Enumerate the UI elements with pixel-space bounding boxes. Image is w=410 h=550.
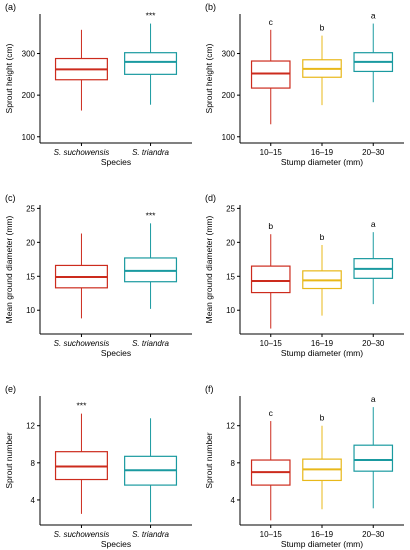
x-axis-title: Stump diameter (mm) [281,539,363,549]
y-axis-title: Mean ground diameter (mm) [4,215,14,323]
x-axis-title: Stump diameter (mm) [281,348,363,358]
significance-label: a [371,219,376,229]
y-tick-label: 8 [31,459,36,468]
y-tick-label: 12 [226,422,235,431]
panel-a: (a) 100 200 300 Sprout height (cm) SpeciesS. … [4,2,192,167]
x-tick-label: 10–15 [260,148,283,157]
y-tick-label: 12 [26,422,35,431]
significance-label: b [320,413,325,423]
box-3: 20–30 a [353,394,394,539]
x-axis-title: Species [101,348,131,358]
box-1: 10–15 c [250,17,291,157]
panel-tag: (d) [205,193,216,203]
x-tick-label: S. suchowensis [54,530,110,539]
y-tick-label: 15 [26,272,35,281]
box-2: S. triandra *** [124,210,178,348]
x-axis-title: Species [101,157,131,167]
x-tick-label: S. suchowensis [54,339,110,348]
box-3: 20–30 a [353,11,394,157]
iqr-box [124,52,178,75]
significance-label: c [269,408,274,418]
significance-label: a [371,11,376,21]
y-axis-title: Sprout number [204,432,214,488]
x-tick-label: 16–19 [311,148,334,157]
box-1: S. suchowensis *** [54,401,110,539]
box-3: 20–30 a [353,219,394,348]
significance-label: *** [146,210,157,220]
y-tick-label: 100 [22,133,36,142]
significance-label: b [268,221,273,231]
panel-d: (d) 10 15 20 25 Mean ground diameter (mm) Stum… [204,193,404,358]
significance-label: *** [146,11,157,21]
y-axis-title: Mean ground diameter (mm) [204,215,214,323]
x-tick-label: S. triandra [132,339,169,348]
y-tick-label: 10 [226,306,235,315]
box-2: S. triandra *** [124,11,178,157]
x-tick-label: 10–15 [260,530,283,539]
x-tick-label: S. triandra [132,530,169,539]
y-axis-title: Sprout height (cm) [4,43,14,113]
box-1: 10–15 b [250,221,291,348]
y-tick-label: 15 [226,272,235,281]
significance-label: *** [76,401,87,411]
y-tick-label: 25 [226,204,235,213]
panel-tag: (a) [5,2,16,12]
box-1: 10–15 c [250,408,291,539]
box-1: S. suchowensis [54,29,110,157]
significance-label: a [371,394,376,404]
y-axis-title: Sprout number [4,432,14,488]
x-tick-label: 16–19 [311,530,334,539]
significance-label: c [269,17,274,27]
panel-tag: (e) [5,384,16,394]
y-tick-label: 4 [31,496,36,505]
box-2: 16–19 b [302,23,342,157]
panel-tag: (f) [205,384,214,394]
x-axis-title: Species [101,539,131,549]
panel-b: (b) 100 200 300 Sprout height (cm) Stump diam… [204,2,404,167]
box-2: 16–19 b [302,232,342,348]
panel-tag: (b) [205,2,216,12]
x-tick-label: 10–15 [260,339,283,348]
x-tick-label: 16–19 [311,339,334,348]
box-2: 16–19 b [302,413,342,539]
y-tick-label: 100 [222,133,236,142]
x-axis-title: Stump diameter (mm) [281,157,363,167]
box-2: S. triandra [124,418,178,539]
x-tick-label: 20–30 [362,339,385,348]
y-tick-label: 300 [222,50,236,59]
iqr-box [250,265,291,294]
iqr-box [250,60,291,89]
significance-label: b [320,23,325,33]
y-tick-label: 8 [231,459,236,468]
iqr-box [353,444,394,472]
y-tick-label: 20 [26,238,35,247]
y-axis-title: Sprout height (cm) [204,43,214,113]
significance-label: b [320,232,325,242]
y-tick-label: 200 [22,91,36,100]
x-tick-label: S. triandra [132,148,169,157]
panel-f: (f) 4 8 12 Sprout number Stump diameter (mm)1… [204,384,404,549]
y-tick-label: 200 [222,91,236,100]
y-tick-label: 25 [26,204,35,213]
panel-c: (c) 10 15 20 25 Mean ground diameter (mm) Spec… [4,193,192,358]
y-tick-label: 300 [22,50,36,59]
x-tick-label: 20–30 [362,148,385,157]
x-tick-label: 20–30 [362,530,385,539]
x-tick-label: S. suchowensis [54,148,110,157]
y-tick-label: 10 [26,306,35,315]
y-tick-label: 4 [231,496,236,505]
y-tick-label: 20 [226,238,235,247]
box-1: S. suchowensis [54,233,110,348]
iqr-box [124,257,178,283]
panel-tag: (c) [5,193,16,203]
